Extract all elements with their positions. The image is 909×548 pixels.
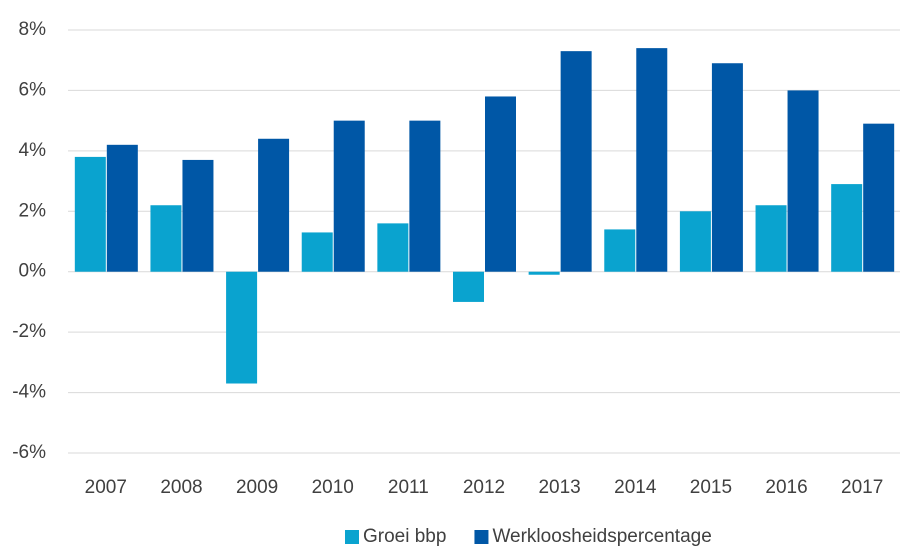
x-tick-label: 2016: [765, 477, 807, 498]
bar: [755, 205, 787, 272]
y-tick-label: 2%: [19, 200, 47, 221]
x-tick-label: 2007: [85, 477, 127, 498]
x-tick-label: 2013: [538, 477, 580, 498]
bar: [711, 63, 743, 272]
y-tick-label: -2%: [12, 321, 46, 342]
bar: [226, 271, 258, 384]
x-tick-label: 2012: [463, 477, 505, 498]
bar: [301, 232, 333, 272]
x-tick-label: 2014: [614, 477, 657, 498]
bar: [409, 120, 441, 272]
bar: [377, 223, 409, 272]
bar: [333, 120, 365, 272]
y-tick-label: -4%: [12, 382, 46, 403]
x-tick-label: 2008: [160, 477, 202, 498]
legend-swatch: [474, 530, 489, 544]
bar: [636, 48, 668, 272]
bar: [150, 205, 182, 272]
y-tick-label: 6%: [19, 79, 47, 100]
legend-swatch: [345, 530, 359, 544]
y-tick-label: 4%: [19, 140, 47, 161]
x-tick-label: 2011: [388, 477, 429, 498]
bar: [453, 271, 484, 302]
x-tick-label: 2009: [236, 477, 278, 498]
x-tick-label: 2015: [690, 477, 732, 498]
bar: [863, 123, 895, 272]
y-tick-label: 0%: [19, 261, 47, 282]
y-tick-label: 8%: [19, 19, 47, 40]
bar: [74, 156, 106, 272]
bar: [604, 229, 636, 272]
x-tick-label: 2017: [841, 477, 883, 498]
bar: [787, 90, 819, 272]
bar: [258, 138, 290, 272]
bar: [679, 211, 711, 272]
bar: [831, 184, 863, 272]
bar: [106, 144, 138, 272]
bar: [182, 159, 214, 272]
bar: [485, 96, 516, 272]
legend-label: Werkloosheidspercentage: [492, 526, 711, 547]
y-tick-label: -6%: [12, 442, 46, 463]
bar: [560, 51, 592, 272]
x-tick-label: 2010: [312, 477, 354, 498]
legend-label: Groei bbp: [363, 526, 446, 547]
bar: [528, 271, 560, 275]
